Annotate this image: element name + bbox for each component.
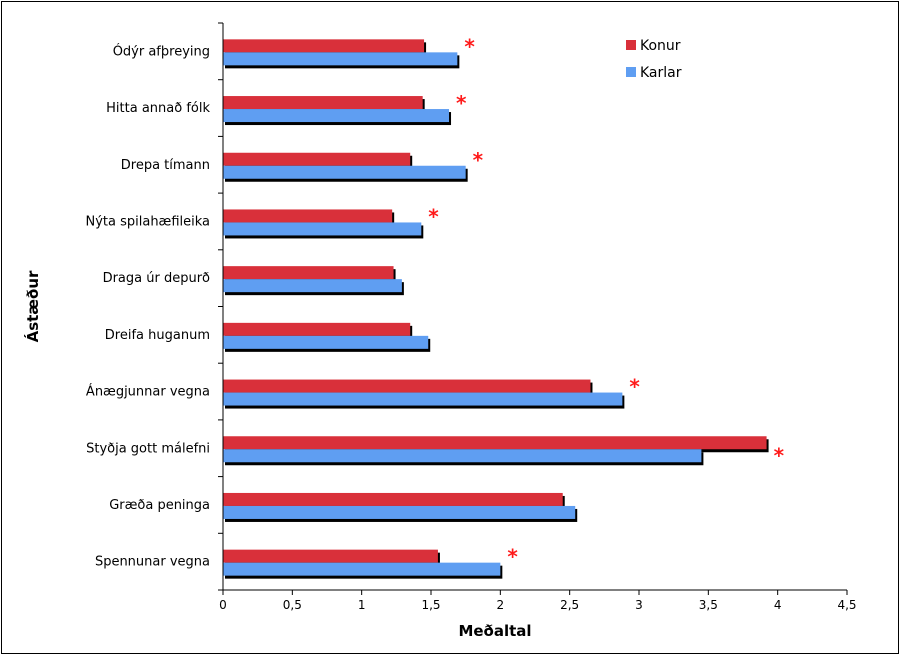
bars-group bbox=[223, 39, 769, 579]
bar-konur-9 bbox=[223, 549, 438, 563]
x-tick-label: 4,5 bbox=[837, 598, 856, 612]
legend-swatch-konur bbox=[626, 40, 636, 50]
significance-star: * bbox=[428, 204, 439, 228]
bar-konur-5 bbox=[223, 322, 411, 336]
x-tick-label: 2,5 bbox=[560, 598, 579, 612]
bar-konur-8 bbox=[223, 492, 563, 506]
bar-karlar-2 bbox=[223, 165, 466, 179]
significance-star: * bbox=[774, 443, 785, 467]
bar-karlar-7 bbox=[223, 449, 702, 463]
x-axis-title: Meðaltal bbox=[458, 622, 531, 640]
bar-konur-6 bbox=[223, 379, 591, 393]
legend-label-konur: Konur bbox=[640, 38, 681, 54]
significance-star: * bbox=[464, 34, 475, 58]
category-label: Nýta spilahæfileika bbox=[85, 214, 210, 229]
category-label: Dreifa huganum bbox=[105, 328, 210, 343]
bar-karlar-0 bbox=[223, 52, 458, 66]
x-tick-label: 1,5 bbox=[421, 598, 440, 612]
category-label: Ódýr afþreying bbox=[113, 43, 210, 59]
axes-group bbox=[222, 23, 847, 591]
significance-star: * bbox=[629, 375, 640, 399]
bar-karlar-4 bbox=[223, 279, 402, 293]
bar-konur-4 bbox=[223, 266, 394, 280]
category-label: Græða peninga bbox=[109, 498, 210, 513]
category-label: Spennunar vegna bbox=[95, 555, 210, 570]
bar-konur-2 bbox=[223, 152, 411, 166]
x-tick-label: 0,5 bbox=[283, 598, 302, 612]
bar-konur-7 bbox=[223, 436, 767, 450]
bar-karlar-1 bbox=[223, 109, 450, 123]
x-tick-label: 0 bbox=[219, 598, 227, 612]
bar-karlar-3 bbox=[223, 222, 422, 236]
category-label: Drepa tímann bbox=[121, 158, 210, 173]
category-label: Styðja gott málefni bbox=[86, 441, 210, 456]
x-tick-label: 1 bbox=[358, 598, 366, 612]
bar-karlar-6 bbox=[223, 392, 623, 406]
x-ticks: 0 0,5 1 1,5 2 2,5 3 3,5 4 4,5 bbox=[219, 590, 857, 612]
legend-swatch-karlar bbox=[626, 67, 636, 77]
x-tick-label: 4 bbox=[774, 598, 782, 612]
bar-karlar-9 bbox=[223, 562, 501, 576]
significance-star: * bbox=[473, 148, 484, 172]
category-labels: Ódýr afþreying Hitta annað fólk Drepa tíma… bbox=[85, 43, 210, 569]
category-label: Hitta annað fólk bbox=[106, 101, 210, 116]
legend: Konur Karlar bbox=[626, 38, 682, 81]
significance-markers: * * * * * * * bbox=[428, 34, 784, 568]
x-tick-label: 3,5 bbox=[699, 598, 718, 612]
category-label: Draga úr depurð bbox=[103, 271, 210, 286]
significance-star: * bbox=[456, 91, 467, 115]
y-axis-title: Ástæður bbox=[23, 270, 42, 342]
category-label: Ánægjunnar vegna bbox=[86, 384, 210, 400]
x-tick-label: 3 bbox=[635, 598, 643, 612]
bar-konur-0 bbox=[223, 39, 425, 53]
bar-karlar-5 bbox=[223, 335, 429, 349]
significance-star: * bbox=[507, 545, 518, 569]
bar-konur-3 bbox=[223, 209, 393, 223]
legend-label-karlar: Karlar bbox=[640, 65, 682, 81]
bar-konur-1 bbox=[223, 96, 423, 110]
bar-karlar-8 bbox=[223, 505, 576, 519]
x-tick-label: 2 bbox=[497, 598, 505, 612]
